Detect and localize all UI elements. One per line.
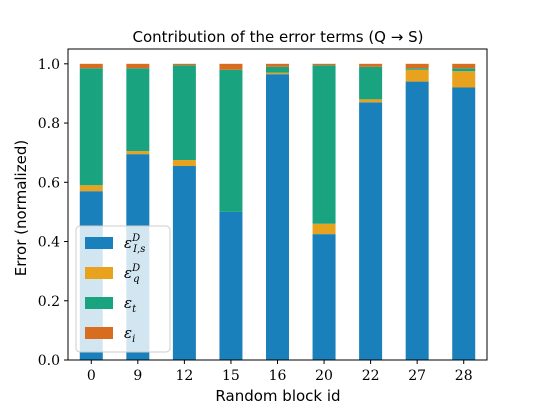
bar-15-series-0 [219, 211, 243, 360]
y-tick-label: 0.6 [38, 175, 60, 191]
x-tick-label: 12 [175, 368, 193, 384]
x-tick-label: 28 [455, 368, 473, 384]
x-tick-label: 15 [222, 368, 240, 384]
bar-28-series-2 [452, 68, 476, 72]
bar-9-series-3 [126, 63, 150, 69]
bar-16-series-0 [266, 74, 289, 360]
bar-28-series-0 [452, 87, 476, 360]
bar-16-series-1 [266, 72, 289, 75]
x-tick-label: 22 [362, 368, 380, 384]
chart-title: Contribution of the error terms (Q → S) [133, 28, 424, 46]
bar-12-series-0 [172, 165, 196, 360]
bar-28-series-1 [452, 71, 476, 88]
y-tick-label: 0.8 [38, 116, 60, 132]
bar-20-series-0 [312, 234, 336, 360]
legend-swatch [85, 297, 113, 309]
legend-entry: εi [124, 324, 135, 345]
bar-15-series-3 [219, 63, 243, 70]
bar-9-series-2 [126, 68, 150, 152]
bar-0-series-3 [79, 63, 103, 69]
bar-27-series-2 [405, 68, 429, 70]
bar-22-series-3 [359, 63, 383, 67]
legend: εD I,s εD q εt εi [75, 225, 171, 353]
legend-box [75, 225, 171, 353]
legend-entry: εt [124, 294, 137, 315]
legend-entry: εD I,s [124, 233, 145, 255]
bar-27-series-1 [405, 69, 429, 82]
y-tick-label: 0.4 [38, 235, 60, 251]
bar-9-series-1 [126, 151, 150, 155]
bar-12-series-2 [172, 65, 196, 161]
y-axis-label: Error (normalized) [12, 140, 30, 276]
x-tick-label: 0 [87, 368, 96, 384]
bar-12-series-3 [172, 63, 196, 66]
x-axis-label: Random block id [215, 387, 340, 405]
bar-0-series-1 [79, 185, 103, 192]
x-tick-label: 16 [269, 368, 287, 384]
plot-frame [67, 48, 488, 361]
legend-swatch [85, 237, 113, 249]
bar-16-series-2 [266, 66, 289, 73]
legend-swatch [85, 327, 113, 339]
legend-swatch [85, 267, 113, 279]
y-tick-label: 1.0 [38, 57, 60, 73]
bar-22-series-1 [359, 99, 383, 103]
x-tick-label: 9 [133, 368, 142, 384]
bar-16-series-3 [266, 63, 289, 67]
bar-22-series-0 [359, 102, 383, 361]
bar-20-series-1 [312, 223, 336, 235]
y-tick-label: 0.0 [38, 353, 60, 369]
x-tick-label: 27 [408, 368, 426, 384]
bar-20-series-3 [312, 63, 336, 66]
bar-20-series-2 [312, 65, 336, 224]
bar-27-series-3 [405, 63, 429, 69]
bar-27-series-0 [405, 81, 429, 360]
y-tick-label: 0.2 [38, 294, 60, 310]
legend-entry: εD q [124, 263, 140, 285]
bar-15-series-2 [219, 69, 243, 212]
plot-area: 0 9 12 15 16 20 22 27 28 0.0 0.2 0.4 0.6 0.8 1.0 [38, 48, 488, 384]
bar-12-series-1 [172, 160, 196, 166]
bar-28-series-3 [452, 63, 476, 69]
bar-22-series-2 [359, 66, 383, 100]
bar-0-series-2 [79, 68, 103, 186]
x-tick-label: 20 [315, 368, 333, 384]
